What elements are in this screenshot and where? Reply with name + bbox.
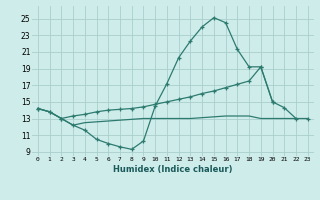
X-axis label: Humidex (Indice chaleur): Humidex (Indice chaleur) <box>113 165 233 174</box>
